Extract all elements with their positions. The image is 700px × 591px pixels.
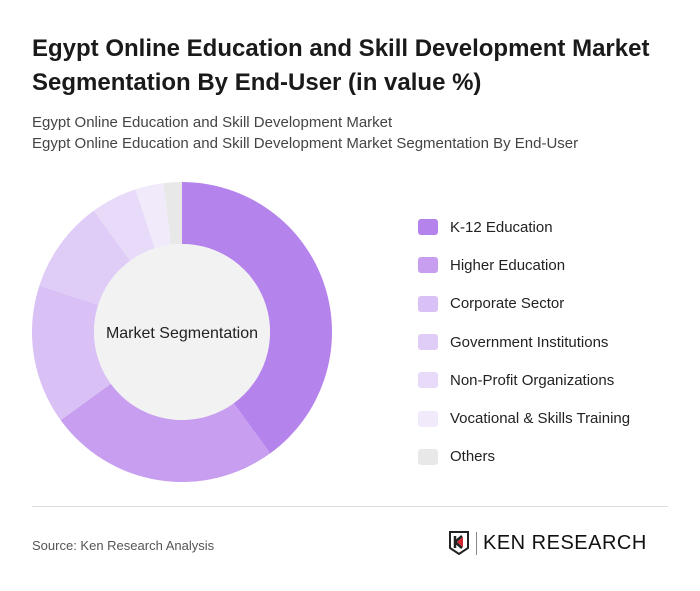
legend-swatch <box>418 219 438 236</box>
legend-label: Others <box>450 448 496 466</box>
legend-item: Government Institutions <box>418 323 630 361</box>
legend-item: Corporate Sector <box>418 285 630 323</box>
slice-vocational-skills-training <box>135 183 171 249</box>
divider <box>32 506 668 507</box>
ken-logo-icon <box>449 531 469 555</box>
legend-label: Corporate Sector <box>450 295 565 313</box>
slice-others <box>163 182 182 245</box>
source-note: Source: Ken Research Analysis <box>32 538 215 553</box>
logo-text: KEN RESEARCH <box>476 531 647 555</box>
legend-item: Others <box>418 438 630 476</box>
slice-government-institutions <box>39 210 131 305</box>
slice-corporate-sector <box>32 285 111 421</box>
legend-swatch <box>418 448 438 465</box>
legend-swatch <box>418 372 438 389</box>
legend-label: Non-Profit Organizations <box>450 371 615 389</box>
donut-center <box>94 244 270 420</box>
subtitle-market: Egypt Online Education and Skill Develop… <box>32 114 393 131</box>
ken-research-logo: KEN RESEARCH <box>448 531 647 555</box>
legend-swatch <box>418 334 438 351</box>
slice-higher-education <box>60 383 271 482</box>
legend-item: Higher Education <box>418 246 630 284</box>
legend-item: Vocational & Skills Training <box>418 399 630 437</box>
legend-label: Government Institutions <box>450 333 609 351</box>
slice-k-12-education <box>182 182 332 454</box>
legend-item: K-12 Education <box>418 208 630 246</box>
legend-swatch <box>418 295 438 312</box>
donut-chart: Market Segmentation <box>32 182 332 482</box>
legend-label: K-12 Education <box>450 218 553 236</box>
legend-item: Non-Profit Organizations <box>418 361 630 399</box>
chart-title: Egypt Online Education and Skill Develop… <box>32 35 650 96</box>
legend: K-12 Education Higher Education Corporate … <box>418 208 630 476</box>
slice-non-profit-organizations <box>93 189 155 261</box>
legend-swatch <box>418 410 438 427</box>
subtitle-segmentation: Egypt Online Education and Skill Develop… <box>32 135 579 152</box>
legend-label: Vocational & Skills Training <box>450 410 631 428</box>
legend-label: Higher Education <box>450 256 566 274</box>
center-label: Market Segmentation <box>106 325 258 342</box>
legend-swatch <box>418 257 438 274</box>
